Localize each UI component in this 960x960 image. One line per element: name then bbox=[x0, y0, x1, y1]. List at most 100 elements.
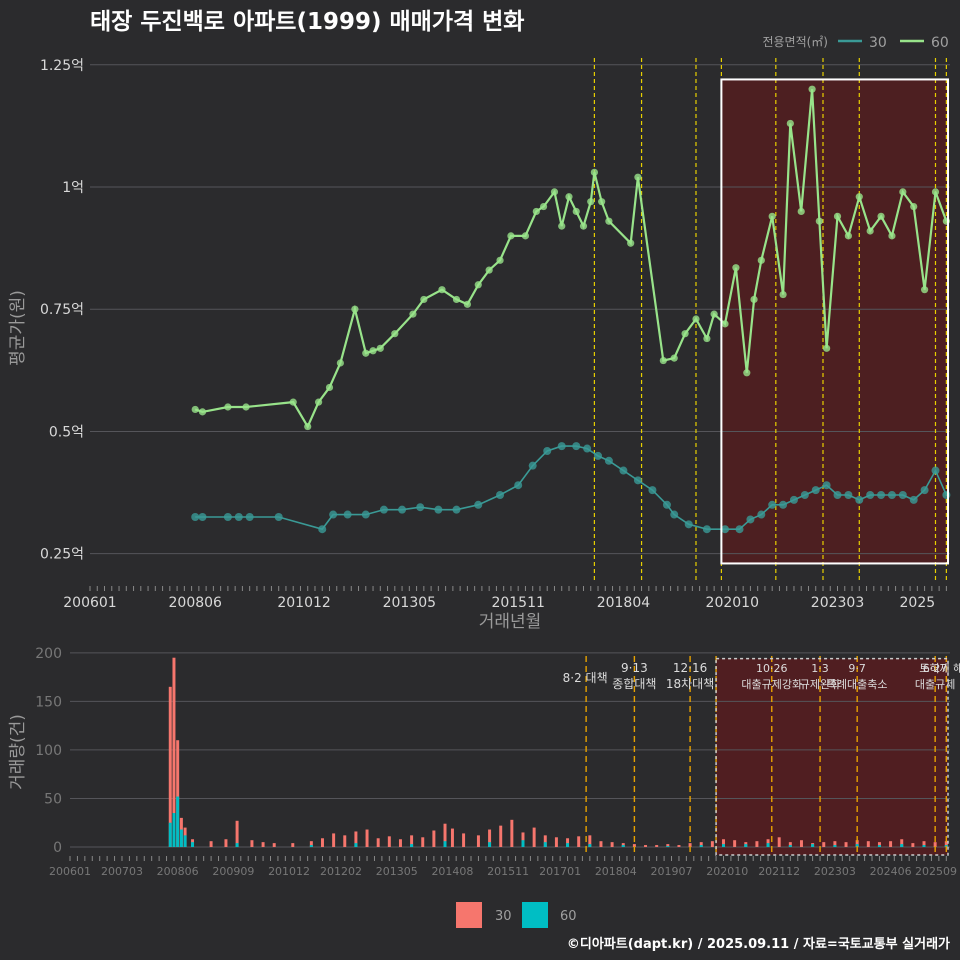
y-tick-label: 0.75억 bbox=[40, 302, 84, 318]
data-point-60 bbox=[823, 344, 831, 352]
x-minor-ticks bbox=[89, 586, 947, 591]
data-point-60 bbox=[485, 266, 493, 274]
data-point-60 bbox=[866, 227, 874, 235]
x-tick-label: 2025 bbox=[900, 595, 936, 611]
bar-30 bbox=[710, 841, 714, 847]
bar-30 bbox=[354, 831, 358, 847]
bar-30 bbox=[844, 842, 848, 847]
data-point-30 bbox=[670, 510, 679, 519]
bar-60 bbox=[309, 845, 313, 847]
data-point-30 bbox=[909, 495, 918, 504]
data-point-30 bbox=[318, 525, 327, 534]
bar-30 bbox=[421, 837, 425, 847]
bar-60 bbox=[788, 845, 792, 847]
data-point-60 bbox=[496, 256, 504, 264]
bar-30 bbox=[822, 842, 826, 847]
data-point-30 bbox=[583, 444, 592, 453]
data-point-60 bbox=[420, 295, 428, 304]
data-point-60 bbox=[833, 212, 842, 220]
data-point-30 bbox=[452, 505, 461, 514]
data-point-30 bbox=[931, 466, 940, 475]
price-chart: 0.25억 0.5억 0.75억 1억 1.25억 200601 200806 201012 2… bbox=[40, 58, 951, 611]
bar-30 bbox=[532, 827, 536, 847]
data-point-60 bbox=[409, 310, 417, 318]
legend-bottom-30-label: 30 bbox=[495, 909, 512, 924]
x-tick-label: 201804 bbox=[597, 595, 651, 611]
data-point-30 bbox=[833, 491, 842, 499]
bar-60 bbox=[235, 843, 239, 847]
data-point-30 bbox=[594, 451, 603, 460]
bar-30 bbox=[209, 841, 213, 847]
bar-60 bbox=[168, 822, 172, 847]
data-point-60 bbox=[844, 232, 852, 240]
data-point-60 bbox=[670, 354, 678, 362]
data-point-30 bbox=[543, 447, 552, 455]
bar-60 bbox=[588, 844, 592, 847]
data-point-60 bbox=[786, 119, 794, 128]
y-tick-label: 0.5억 bbox=[49, 424, 84, 440]
bar-30 bbox=[543, 835, 547, 847]
y-tick-label: 0.25억 bbox=[40, 547, 84, 563]
data-point-60 bbox=[888, 232, 896, 240]
data-point-60 bbox=[797, 207, 805, 216]
bar-60 bbox=[922, 845, 926, 847]
data-point-60 bbox=[721, 320, 729, 328]
data-point-60 bbox=[452, 295, 461, 304]
data-point-60 bbox=[550, 188, 559, 196]
data-point-60 bbox=[242, 403, 250, 411]
data-point-60 bbox=[710, 310, 718, 318]
data-point-60 bbox=[325, 383, 334, 392]
x-tick-label: 202112 bbox=[758, 865, 800, 878]
bar-60 bbox=[410, 844, 414, 847]
x-tick-label: 201804 bbox=[595, 865, 637, 878]
data-point-30 bbox=[329, 510, 338, 519]
x-tick-label: 200601 bbox=[49, 865, 91, 878]
data-point-30 bbox=[844, 491, 853, 499]
data-point-30 bbox=[416, 503, 425, 512]
legend-bottom: 30 60 bbox=[456, 902, 577, 928]
bar-30 bbox=[235, 820, 239, 847]
bar-30 bbox=[365, 829, 369, 847]
bar-60 bbox=[855, 844, 859, 847]
bar-30 bbox=[476, 835, 480, 847]
highlight-border-volume bbox=[715, 657, 949, 856]
bar-60 bbox=[744, 844, 748, 847]
data-point-30 bbox=[572, 442, 581, 451]
bar-30 bbox=[521, 832, 525, 847]
x-tick-label: 202303 bbox=[814, 865, 856, 878]
data-point-30 bbox=[942, 491, 951, 499]
bar-30 bbox=[911, 843, 915, 847]
data-point-30 bbox=[855, 495, 864, 504]
data-point-30 bbox=[514, 481, 523, 490]
bar-30 bbox=[398, 839, 402, 847]
x-tick-label: 201511 bbox=[491, 595, 544, 611]
data-point-30 bbox=[721, 525, 730, 534]
annotation-label: 8·2 대책 bbox=[563, 670, 608, 685]
x-minor-ticks bbox=[69, 856, 947, 861]
annotation-label: 1·3 bbox=[811, 662, 829, 675]
annotation-label: 9·13 bbox=[621, 661, 648, 675]
x-tick-label: 201408 bbox=[431, 865, 473, 878]
bar-60 bbox=[191, 842, 195, 847]
data-point-30 bbox=[191, 513, 200, 521]
x-tick-label: 202509 bbox=[915, 865, 957, 878]
data-point-60 bbox=[558, 222, 566, 230]
bar-30 bbox=[922, 841, 926, 847]
highlight-region bbox=[721, 79, 948, 564]
bar-30 bbox=[877, 842, 881, 847]
annotation-label: 대출규제강화 bbox=[741, 678, 802, 691]
x-tick-label: 202406 bbox=[870, 865, 912, 878]
data-point-60 bbox=[572, 207, 580, 216]
bar-30 bbox=[261, 842, 265, 847]
bar-60 bbox=[621, 845, 625, 847]
bar-30 bbox=[644, 845, 648, 847]
y-tick-label: 200 bbox=[35, 646, 62, 662]
bar-30 bbox=[944, 841, 948, 847]
x-tick-label: 200601 bbox=[63, 595, 116, 611]
highlight-border bbox=[720, 78, 949, 565]
bar-30 bbox=[577, 836, 581, 847]
x-tick-label: 200806 bbox=[157, 865, 199, 878]
bar-30 bbox=[172, 657, 176, 847]
bar-30 bbox=[291, 843, 295, 847]
